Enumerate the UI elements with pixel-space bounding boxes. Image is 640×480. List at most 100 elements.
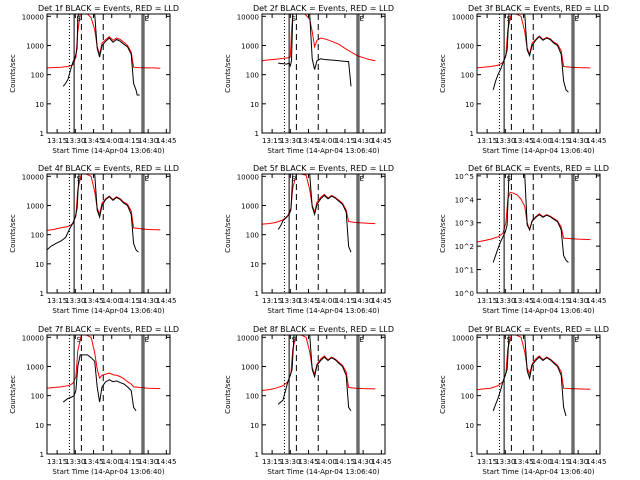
x-axis-label: Start Time (14-Apr-04 13:06:40) bbox=[482, 147, 594, 155]
y-tick-label: 10 bbox=[250, 422, 259, 430]
y-tick-label: 10000 bbox=[22, 173, 44, 181]
x-tick-label: 14:45 bbox=[586, 458, 606, 466]
y-tick-label: 1000 bbox=[241, 363, 259, 371]
marker-start-label: S bbox=[77, 15, 82, 23]
marker-end-label: E bbox=[575, 175, 579, 183]
x-tick-label: 14:45 bbox=[586, 297, 606, 305]
x-tick-label: 14:30 bbox=[138, 137, 158, 145]
x-tick-label: 14:15 bbox=[335, 137, 355, 145]
x-tick-label: 13:45 bbox=[83, 297, 103, 305]
series-line-events bbox=[492, 174, 569, 263]
x-tick-label: 14:00 bbox=[532, 137, 552, 145]
x-tick-label: 14:00 bbox=[317, 297, 337, 305]
y-tick-label: 10^5 bbox=[455, 173, 474, 181]
x-tick-label: 14:15 bbox=[550, 137, 570, 145]
chart-panel-8: Det 8f BLACK = Events, RED = LLD Counts/s… bbox=[224, 325, 394, 476]
y-tick-label: 10000 bbox=[22, 334, 44, 342]
x-tick-label: 13:30 bbox=[65, 297, 85, 305]
y-tick-label: 1 bbox=[40, 451, 44, 459]
series-line-lld bbox=[47, 14, 161, 69]
x-tick-label: 14:30 bbox=[138, 297, 158, 305]
x-tick-label: 14:30 bbox=[353, 297, 373, 305]
chart-title: Det 4f BLACK = Events, RED = LLD bbox=[38, 164, 179, 173]
y-tick-label: 10000 bbox=[22, 13, 44, 21]
y-tick-label: 1000 bbox=[26, 42, 44, 50]
y-tick-label: 10 bbox=[35, 261, 44, 269]
x-tick-label: 13:30 bbox=[495, 137, 515, 145]
y-tick-label: 100 bbox=[31, 393, 44, 401]
series-line-events bbox=[62, 14, 140, 96]
chart-title: Det 6f BLACK = Events, RED = LLD bbox=[468, 164, 609, 173]
x-tick-label: 13:15 bbox=[262, 137, 282, 145]
marker-end-label: E bbox=[145, 15, 149, 23]
marker-start-label: S bbox=[77, 336, 82, 344]
chart-panel-9: Det 9f BLACK = Events, RED = LLD Counts/s… bbox=[439, 325, 609, 476]
y-tick-label: 10^0 bbox=[455, 290, 474, 298]
y-tick-label: 10 bbox=[250, 101, 259, 109]
x-axis-label: Start Time (14-Apr-04 13:06:40) bbox=[267, 468, 379, 476]
plot-frame bbox=[261, 13, 386, 134]
y-tick-label: 10^4 bbox=[455, 196, 475, 204]
x-tick-label: 14:30 bbox=[568, 137, 588, 145]
chart-panel-3: Det 3f BLACK = Events, RED = LLD Counts/s… bbox=[439, 4, 609, 155]
chart-panel-7: Det 7f BLACK = Events, RED = LLD Counts/s… bbox=[9, 325, 179, 476]
y-tick-label: 100 bbox=[461, 72, 474, 80]
x-tick-label: 13:45 bbox=[513, 458, 533, 466]
x-tick-label: 14:45 bbox=[156, 297, 176, 305]
chart-title: Det 2f BLACK = Events, RED = LLD bbox=[253, 4, 394, 13]
x-tick-label: 13:15 bbox=[477, 458, 497, 466]
x-tick-label: 14:15 bbox=[120, 137, 140, 145]
x-tick-label: 14:15 bbox=[335, 297, 355, 305]
y-tick-label: 100 bbox=[31, 72, 44, 80]
marker-end-label: E bbox=[575, 15, 579, 23]
x-tick-label: 13:30 bbox=[280, 297, 300, 305]
y-tick-label: 1 bbox=[255, 290, 259, 298]
x-axis-label: Start Time (14-Apr-04 13:06:40) bbox=[267, 307, 379, 315]
y-axis-label: Counts/sec bbox=[224, 54, 232, 93]
marker-end-label: E bbox=[145, 175, 149, 183]
x-tick-label: 13:15 bbox=[47, 297, 67, 305]
x-tick-label: 14:45 bbox=[371, 137, 391, 145]
y-axis-label: Counts/sec bbox=[9, 214, 17, 253]
x-tick-label: 13:15 bbox=[262, 458, 282, 466]
x-tick-label: 14:45 bbox=[156, 137, 176, 145]
y-tick-label: 1000 bbox=[241, 42, 259, 50]
y-tick-label: 10000 bbox=[237, 334, 259, 342]
x-tick-label: 14:15 bbox=[120, 458, 140, 466]
y-tick-label: 10^1 bbox=[455, 267, 474, 275]
x-axis-label: Start Time (14-Apr-04 13:06:40) bbox=[482, 468, 594, 476]
chart-panel-1: Det 1f BLACK = Events, RED = LLD Counts/s… bbox=[9, 4, 179, 155]
x-tick-label: 14:45 bbox=[371, 297, 391, 305]
x-axis-label: Start Time (14-Apr-04 13:06:40) bbox=[52, 147, 164, 155]
y-axis-label: Counts/sec bbox=[9, 375, 17, 414]
y-tick-label: 1000 bbox=[26, 363, 44, 371]
marker-end-label: E bbox=[575, 336, 579, 344]
y-axis-label: Counts/sec bbox=[439, 54, 447, 93]
x-tick-label: 14:15 bbox=[120, 297, 140, 305]
x-tick-label: 14:45 bbox=[156, 458, 176, 466]
plot-frame bbox=[46, 173, 171, 294]
x-tick-label: 14:30 bbox=[568, 458, 588, 466]
y-tick-label: 10 bbox=[465, 101, 474, 109]
plot-frame bbox=[46, 334, 171, 455]
y-tick-label: 10^2 bbox=[455, 243, 474, 251]
y-tick-label: 1000 bbox=[26, 202, 44, 210]
chart-title: Det 1f BLACK = Events, RED = LLD bbox=[38, 4, 179, 13]
marker-end-label: E bbox=[360, 175, 364, 183]
x-tick-label: 13:30 bbox=[65, 458, 85, 466]
y-tick-label: 1 bbox=[40, 130, 44, 138]
x-tick-label: 13:15 bbox=[47, 137, 67, 145]
x-tick-label: 14:00 bbox=[102, 458, 122, 466]
x-tick-label: 13:30 bbox=[495, 297, 515, 305]
y-tick-label: 10 bbox=[35, 101, 44, 109]
x-axis-label: Start Time (14-Apr-04 13:06:40) bbox=[267, 147, 379, 155]
x-tick-label: 14:00 bbox=[317, 458, 337, 466]
x-tick-label: 14:30 bbox=[138, 458, 158, 466]
y-tick-label: 100 bbox=[31, 232, 44, 240]
chart-title: Det 5f BLACK = Events, RED = LLD bbox=[253, 164, 394, 173]
y-tick-label: 1000 bbox=[241, 202, 259, 210]
x-tick-label: 13:30 bbox=[280, 137, 300, 145]
x-tick-label: 14:30 bbox=[353, 458, 373, 466]
x-axis-label: Start Time (14-Apr-04 13:06:40) bbox=[52, 468, 164, 476]
x-tick-label: 13:45 bbox=[298, 137, 318, 145]
